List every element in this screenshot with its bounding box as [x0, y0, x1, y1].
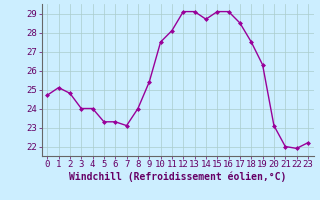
X-axis label: Windchill (Refroidissement éolien,°C): Windchill (Refroidissement éolien,°C): [69, 172, 286, 182]
